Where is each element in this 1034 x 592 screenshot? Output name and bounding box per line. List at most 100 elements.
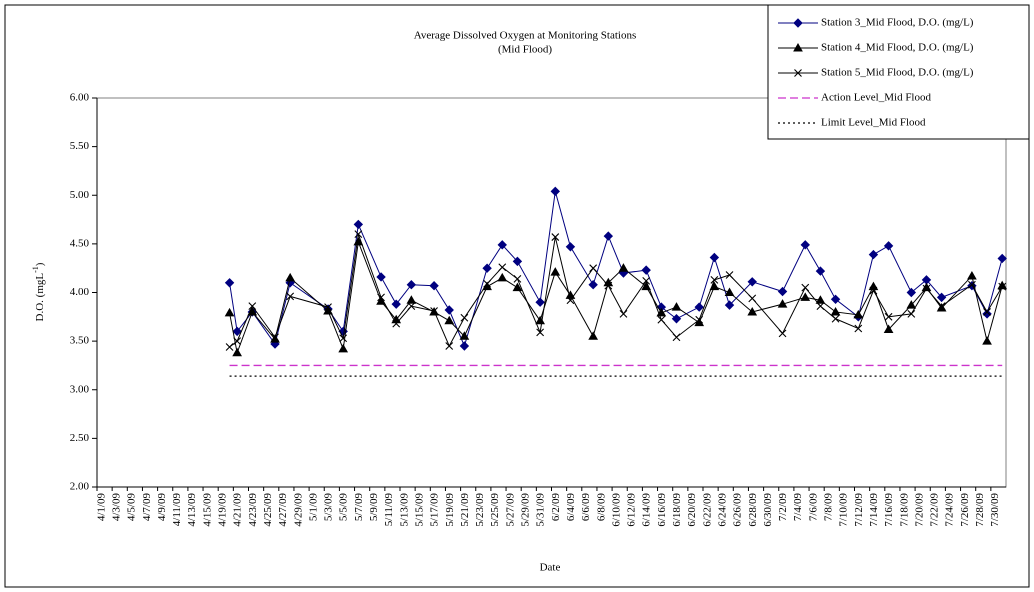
x-tick-label: 7/10/09 [838,493,850,527]
x-tick-label: 7/16/09 [883,493,895,527]
marker [391,299,401,309]
marker [233,337,242,346]
y-tick-label: 2.50 [70,432,90,444]
x-tick-label: 4/23/09 [247,493,259,527]
legend-label: Action Level_Mid Flood [821,92,931,104]
x-tick-label: 6/30/09 [762,493,774,527]
y-label-end: ) [34,262,46,266]
y-tick-label: 5.50 [70,140,90,152]
y-tick-label: 5.00 [70,189,90,201]
x-tick-label: 7/20/09 [913,493,925,527]
x-tick-label: 5/19/09 [444,493,456,527]
marker [657,315,666,324]
marker [565,242,576,252]
x-tick-label: 7/28/09 [974,493,986,527]
marker [968,280,976,289]
marker [853,309,864,319]
x-tick-label: 5/27/09 [504,493,516,527]
marker [830,294,841,305]
chart-title: Average Dissolved Oxygen at Monitoring S… [414,30,637,42]
marker [589,264,598,273]
x-axis-label: Date [540,562,561,574]
x-tick-label: 5/3/09 [323,493,335,522]
marker [285,272,296,282]
marker [512,282,523,292]
marker [224,278,235,288]
marker [883,241,894,251]
x-tick-label: 7/8/09 [823,493,835,522]
marker [271,333,279,342]
x-tick-label: 5/31/09 [535,493,547,527]
x-tick-label: 6/4/09 [565,493,577,522]
x-tick-label: 6/16/09 [656,493,668,527]
marker [793,18,803,28]
marker [406,295,417,304]
x-tick-label: 7/18/09 [898,493,910,527]
x-tick-label: 4/19/09 [217,493,229,527]
marker [936,292,947,303]
x-tick-label: 7/26/09 [959,493,971,527]
x-tick-label: 7/14/09 [868,493,880,527]
x-tick-label: 5/5/09 [338,493,350,522]
x-tick-label: 4/1/09 [95,493,107,522]
y-axis-label: D.O. (mgL-1) [31,262,46,321]
marker [794,69,802,77]
marker [907,310,916,318]
x-tick-label: 6/26/09 [732,493,744,527]
marker [353,236,364,246]
y-label-main: D.O. (mgL [34,273,46,322]
marker [551,233,560,241]
x-tick-label: 4/11/09 [171,493,183,527]
y-tick-label: 4.00 [70,286,90,298]
marker [497,272,508,282]
x-tick-label: 5/1/09 [307,493,319,522]
marker [671,314,682,324]
x-tick-label: 5/15/09 [413,493,425,527]
x-tick-label: 6/8/09 [595,493,607,522]
marker [815,266,826,276]
marker [801,283,810,292]
marker [724,300,735,310]
x-tick-label: 7/4/09 [792,493,804,522]
marker [710,275,719,284]
x-tick-label: 4/29/09 [292,493,304,527]
marker [830,306,841,316]
marker [232,347,242,357]
marker [513,274,522,283]
marker [937,302,946,311]
x-tick-label: 6/10/09 [610,493,622,527]
legend-label: Limit Level_Mid Flood [821,117,926,129]
x-tick-label: 7/22/09 [929,493,941,527]
x-tick-label: 6/6/09 [580,493,592,522]
marker [618,263,629,272]
marker [353,219,364,230]
x-tick-label: 6/22/09 [701,493,713,527]
chart-subtitle: (Mid Flood) [498,44,552,56]
marker [777,286,788,297]
marker [406,280,417,290]
marker [377,293,385,302]
marker [459,331,470,340]
x-tick-label: 7/24/09 [944,493,956,527]
x-tick-label: 4/3/09 [110,493,122,522]
marker [482,263,492,273]
x-tick-label: 4/27/09 [277,493,289,527]
marker [884,312,893,321]
marker [854,324,863,333]
x-tick-label: 4/5/09 [126,493,138,522]
marker [815,295,826,304]
marker [339,334,348,343]
marker [694,302,704,312]
x-tick-label: 4/15/09 [201,493,213,527]
marker [604,281,613,290]
x-tick-label: 6/20/09 [686,493,698,527]
marker [535,297,545,307]
x-tick-label: 5/7/09 [353,493,365,522]
marker [967,270,977,280]
marker [429,280,439,291]
marker [512,256,523,267]
marker [748,294,757,303]
x-tick-label: 6/24/09 [716,493,728,527]
x-tick-label: 6/28/09 [747,493,759,527]
